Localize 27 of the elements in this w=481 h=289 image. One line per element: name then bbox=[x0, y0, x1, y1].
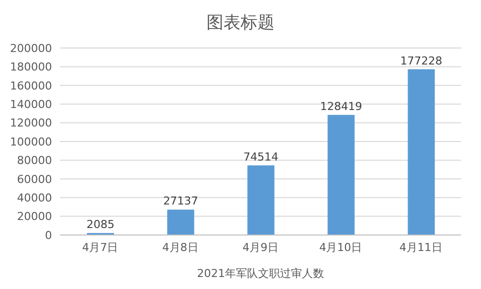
data-label: 128419 bbox=[320, 100, 362, 113]
data-label: 2085 bbox=[86, 218, 114, 232]
y-tick-label: 100000 bbox=[10, 135, 52, 148]
y-tick-label: 200000 bbox=[10, 42, 52, 55]
y-tick-label: 0 bbox=[45, 228, 52, 242]
y-tick-label: 120000 bbox=[10, 116, 52, 130]
x-tick-label: 4月11日 bbox=[399, 240, 442, 254]
data-label: 27137 bbox=[163, 194, 198, 208]
chart-title: 图表标题 bbox=[206, 12, 276, 35]
y-tick-label: 20000 bbox=[17, 210, 52, 224]
y-tick-label: 140000 bbox=[10, 98, 52, 112]
bar bbox=[167, 210, 194, 235]
data-label: 177228 bbox=[400, 54, 442, 68]
bar bbox=[408, 69, 435, 235]
y-tick-label: 60000 bbox=[17, 172, 52, 186]
x-tick-label: 4月10日 bbox=[319, 240, 362, 254]
y-tick-label: 80000 bbox=[17, 154, 52, 168]
data-label: 74514 bbox=[243, 150, 278, 164]
bar bbox=[247, 165, 274, 235]
bar bbox=[328, 114, 355, 235]
y-tick-label: 40000 bbox=[17, 192, 52, 205]
x-tick-label: 4月7日 bbox=[82, 240, 118, 254]
y-tick-label: 160000 bbox=[10, 79, 52, 92]
x-tick-label: 4月9日 bbox=[242, 240, 278, 254]
x-axis-title: 2021年军队文职过审人数 bbox=[197, 267, 324, 280]
y-tick-label: 180000 bbox=[10, 60, 52, 74]
x-tick-label: 4月8日 bbox=[162, 240, 198, 254]
